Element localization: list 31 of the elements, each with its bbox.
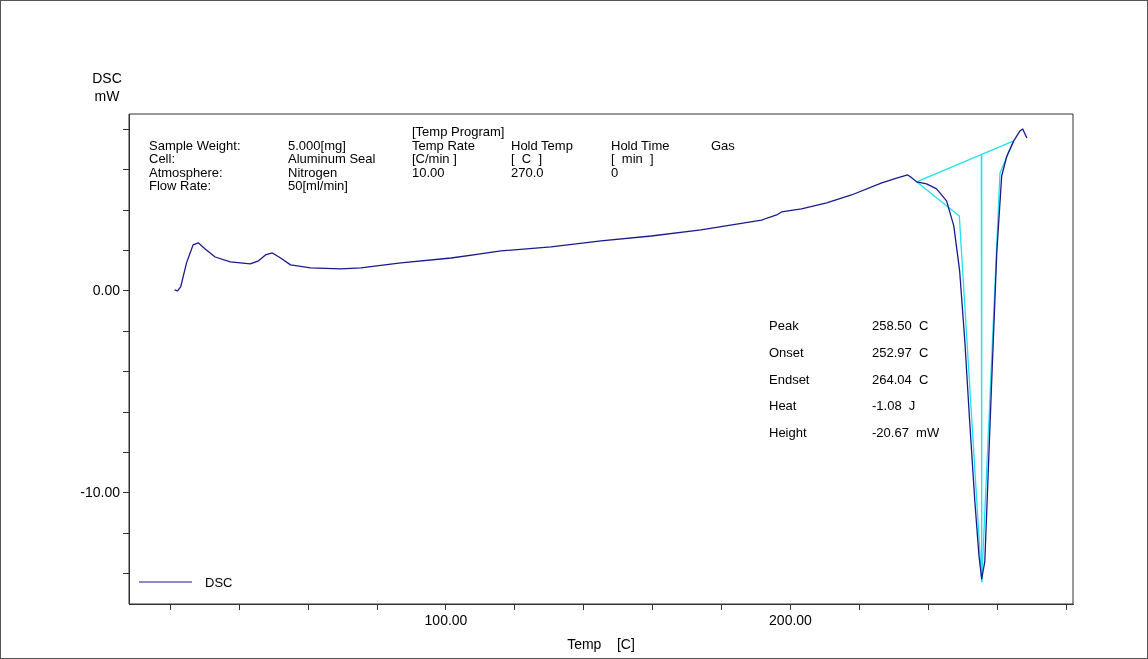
annotation: -1.08 J — [872, 398, 916, 414]
annotation: Peak — [769, 318, 800, 333]
annotation: 258.50 C — [872, 318, 929, 333]
annotation: Sample Weight: — [149, 137, 241, 153]
annotation: Aluminum Seal — [288, 151, 376, 166]
annotation: [Temp Program] — [412, 124, 505, 139]
x-tick-label: 100.00 — [424, 612, 468, 629]
x-tick-label: 200.00 — [769, 612, 813, 629]
annotation: [ C ] — [511, 151, 543, 166]
annotation: Gas — [711, 137, 736, 153]
annotation: Atmosphere: — [149, 164, 223, 180]
annotation: 5.000[mg] — [288, 137, 346, 153]
annotation: 264.04 C — [872, 371, 929, 387]
annotation: 50[ml/min] — [288, 178, 348, 193]
annotation: Hold Time — [611, 137, 670, 153]
annotation: Cell: — [149, 151, 176, 166]
annotation: Nitrogen — [288, 164, 338, 180]
x-axis-title: Temp [C] — [567, 636, 635, 653]
annotation: [ min ] — [611, 151, 654, 166]
y-axis-title: DSC mW — [92, 70, 122, 104]
annotation: Hold Temp — [511, 137, 573, 153]
annotation: Onset — [769, 344, 805, 360]
y-tick-label: -10.00 — [80, 483, 121, 500]
annotation: -20.67 mW — [872, 425, 940, 441]
annotation: Endset — [769, 371, 810, 387]
annotation: Height — [769, 425, 807, 441]
annotation: Heat — [769, 398, 797, 414]
annotation: [C/min ] — [412, 151, 457, 166]
legend-label: DSC — [205, 574, 233, 590]
y-tick-label: 0.00 — [92, 281, 121, 298]
annotation: 252.97 C — [872, 344, 929, 360]
